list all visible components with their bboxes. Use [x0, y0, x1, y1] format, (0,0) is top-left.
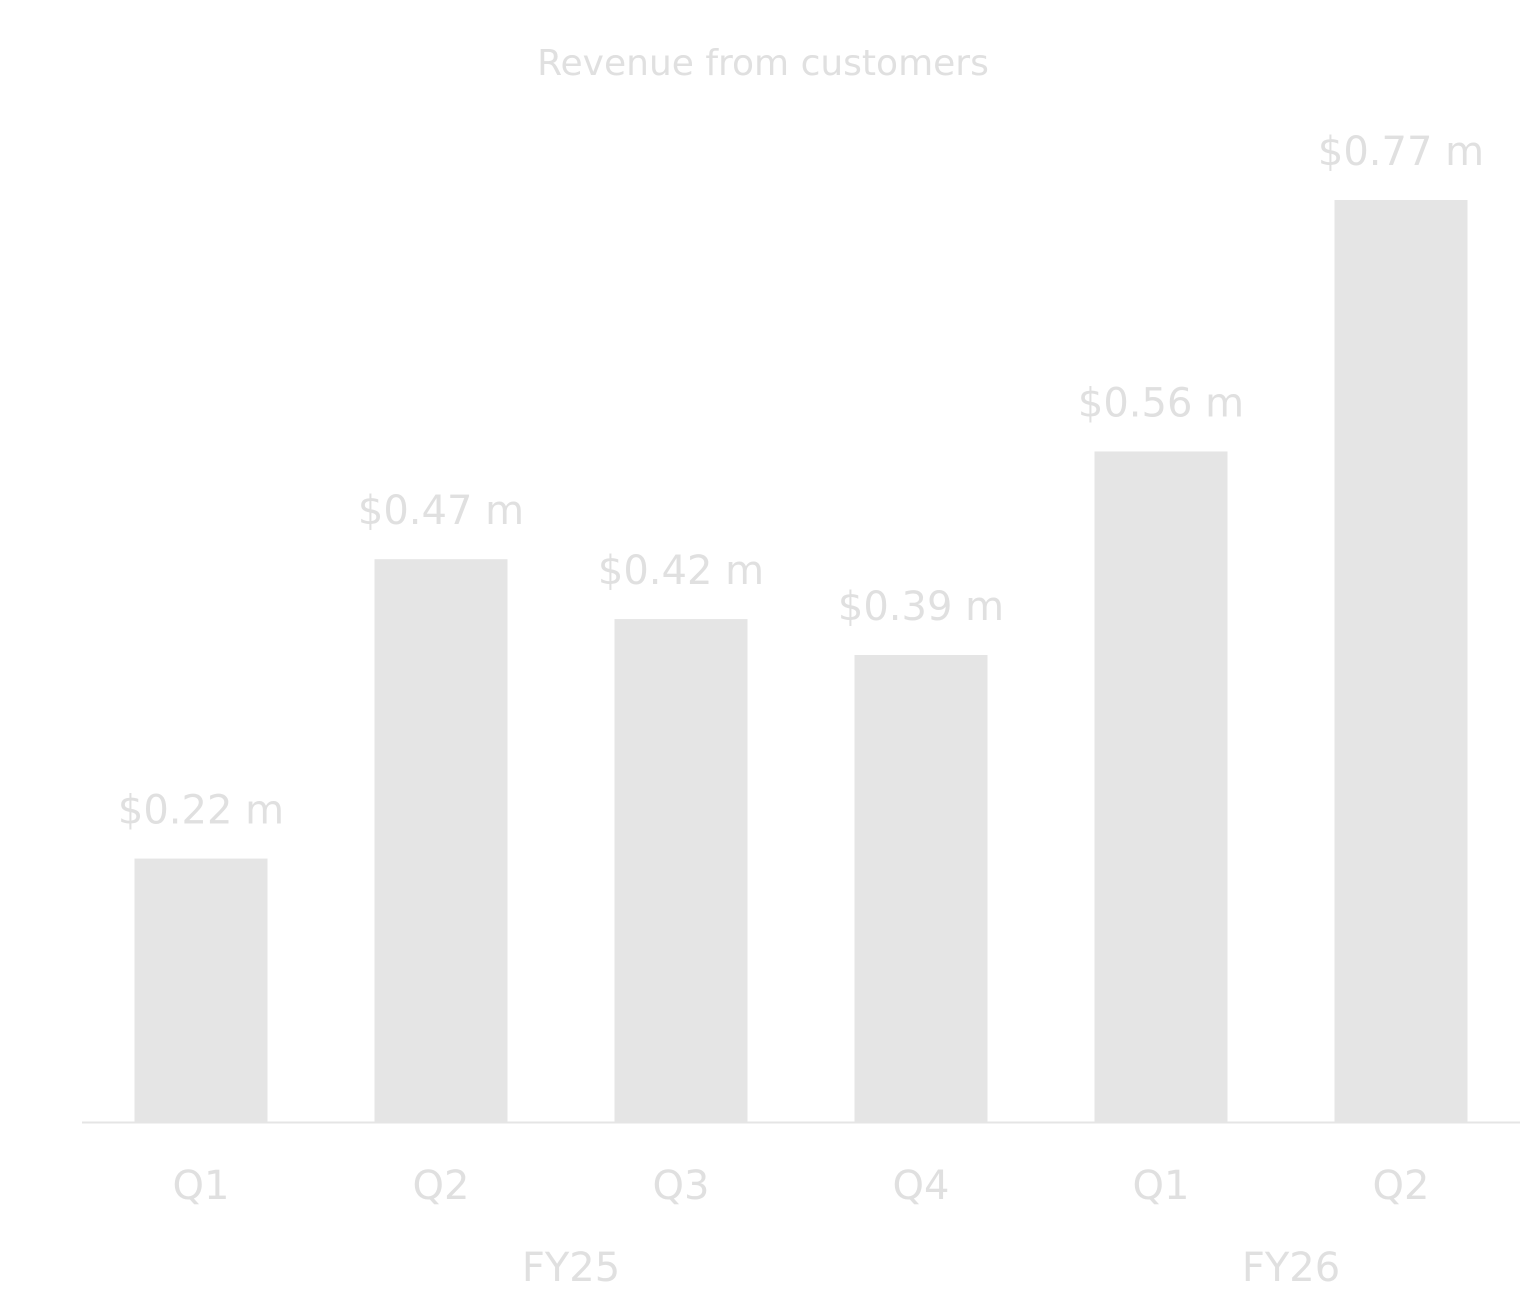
bar	[1094, 451, 1228, 1122]
group-label: FY25	[522, 1245, 620, 1291]
x-tick-label: Q1	[173, 1163, 230, 1209]
x-tick-label: Q1	[1133, 1163, 1190, 1209]
value-label: $0.22 m	[118, 788, 284, 834]
x-tick-label: Q2	[413, 1163, 470, 1209]
value-label: $0.56 m	[1078, 380, 1244, 426]
bar	[134, 858, 268, 1122]
bar	[854, 655, 988, 1122]
bar	[614, 619, 748, 1122]
value-label: $0.42 m	[598, 548, 764, 594]
x-tick-label: Q4	[893, 1163, 950, 1209]
x-tick-label: Q2	[1373, 1163, 1430, 1209]
value-label: $0.47 m	[358, 488, 524, 534]
chart-title: Revenue from customers	[537, 43, 989, 84]
x-tick-label: Q3	[653, 1163, 710, 1209]
value-label: $0.77 m	[1318, 129, 1484, 175]
value-label: $0.39 m	[838, 584, 1004, 630]
group-label: FY26	[1242, 1245, 1340, 1291]
bar	[1334, 200, 1468, 1122]
bar	[374, 559, 508, 1122]
